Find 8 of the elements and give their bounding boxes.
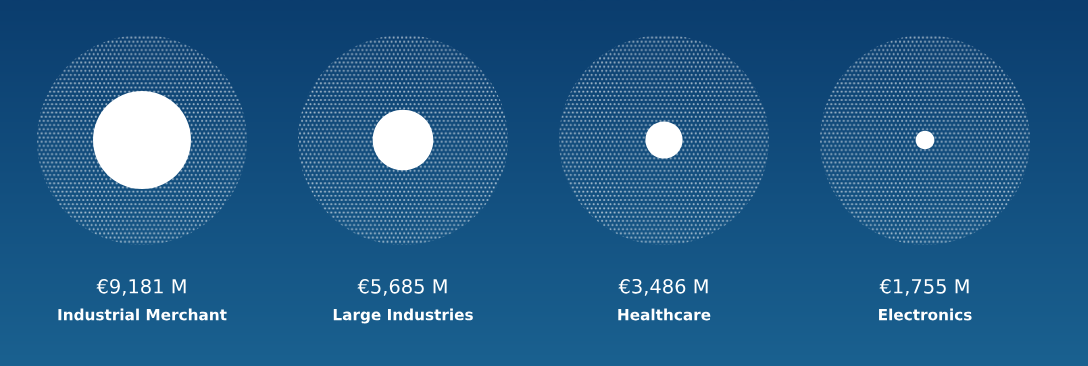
category-label: Healthcare xyxy=(618,308,711,321)
data-label: €1,755 M xyxy=(879,278,969,296)
data-label: €3,486 M xyxy=(618,278,708,296)
category-label: Industrial Merchant xyxy=(58,308,227,321)
data-label: €5,685 M xyxy=(357,278,447,296)
category-label: Large Industries xyxy=(333,308,473,324)
category-label: Electronics xyxy=(879,308,972,321)
data-label: €9,181 M xyxy=(96,278,186,296)
